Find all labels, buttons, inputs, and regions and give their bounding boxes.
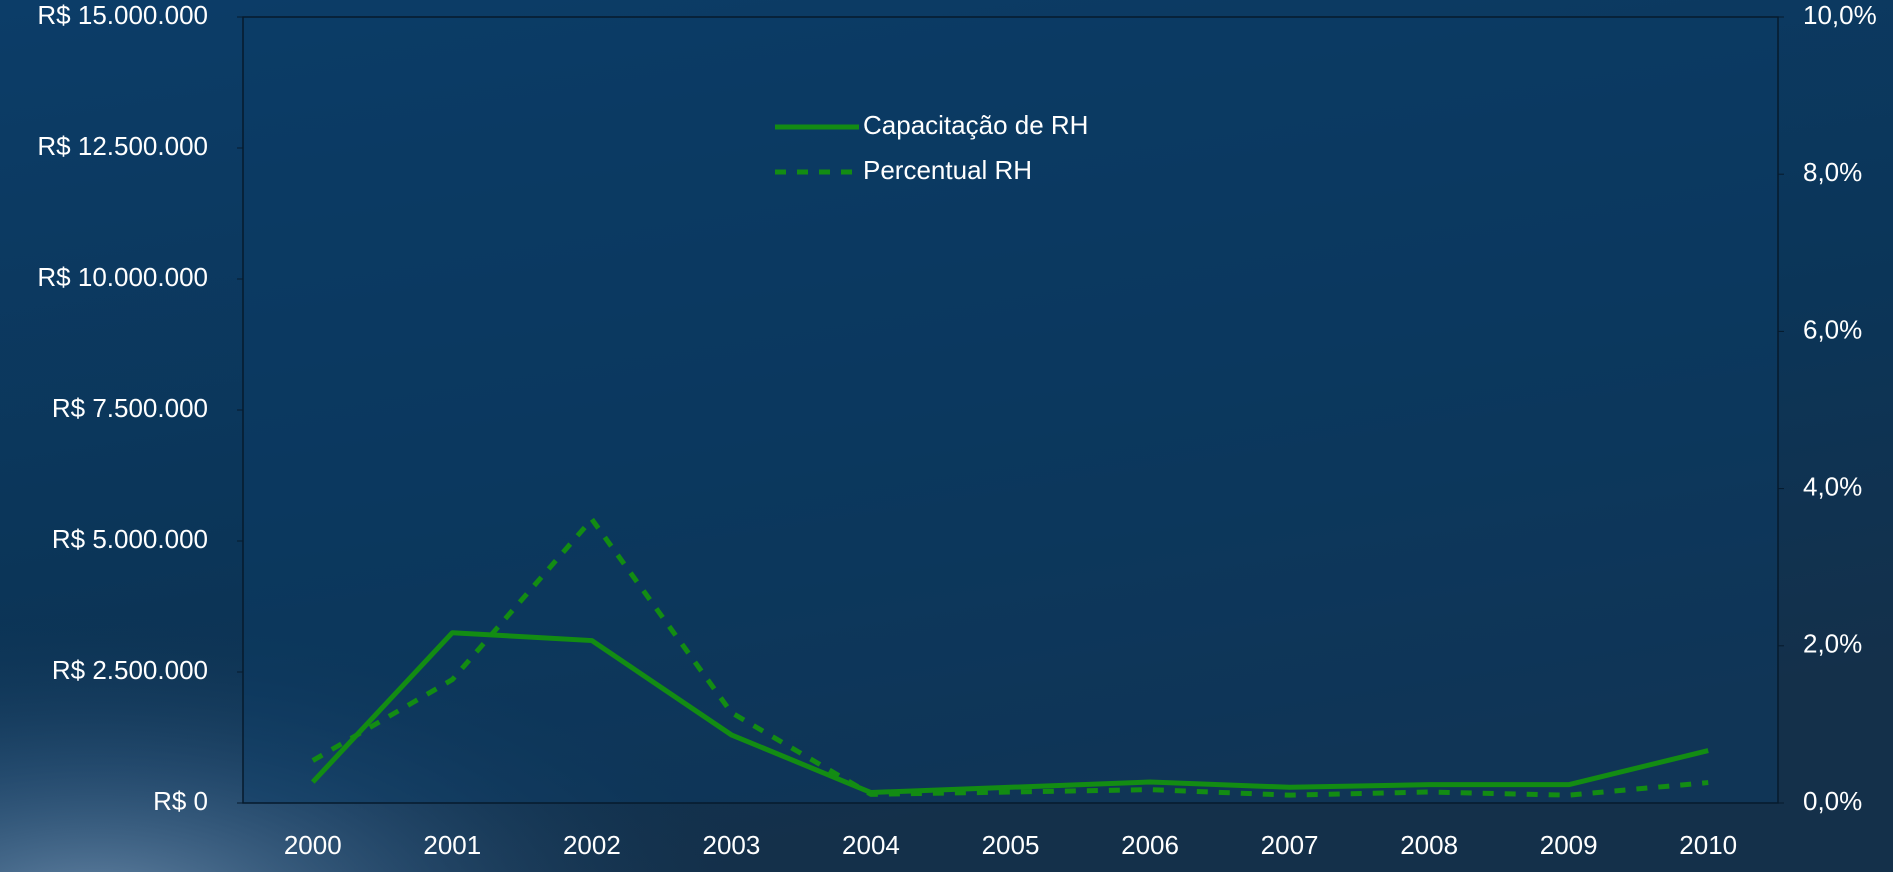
- series-line: [310, 630, 1709, 796]
- x-tick-label: 2004: [842, 830, 900, 860]
- y-tick-label: R$ 10.000.000: [37, 262, 208, 292]
- y2-tick-label: 2,0%: [1803, 629, 1862, 659]
- y-tick-label: R$ 2.500.000: [52, 655, 208, 685]
- y2-tick-label: 0,0%: [1803, 786, 1862, 816]
- legend-label: Percentual RH: [863, 155, 1032, 185]
- y-tick-label: R$ 12.500.000: [37, 131, 208, 161]
- x-tick-label: 2000: [284, 830, 342, 860]
- y-tick-label: R$ 5.000.000: [52, 524, 208, 554]
- x-tick-label: 2003: [702, 830, 760, 860]
- y-tick-label: R$ 7.500.000: [52, 393, 208, 423]
- y2-tick-label: 10,0%: [1803, 0, 1877, 30]
- x-tick-label: 2007: [1261, 830, 1319, 860]
- y2-tick-label: 4,0%: [1803, 471, 1862, 501]
- x-tick-label: 2010: [1679, 830, 1737, 860]
- plot-area: [242, 16, 1779, 804]
- x-tick-label: 2009: [1540, 830, 1598, 860]
- x-tick-label: 2002: [563, 830, 621, 860]
- y2-tick-label: 8,0%: [1803, 157, 1862, 187]
- y-tick-label: R$ 0: [153, 786, 208, 816]
- x-tick-label: 2005: [982, 830, 1040, 860]
- x-tick-label: 2006: [1121, 830, 1179, 860]
- legend-label: Capacitação de RH: [863, 110, 1088, 140]
- y-tick-label: R$ 15.000.000: [37, 0, 208, 30]
- x-tick-label: 2001: [423, 830, 481, 860]
- x-tick-label: 2008: [1400, 830, 1458, 860]
- y2-tick-label: 6,0%: [1803, 314, 1862, 344]
